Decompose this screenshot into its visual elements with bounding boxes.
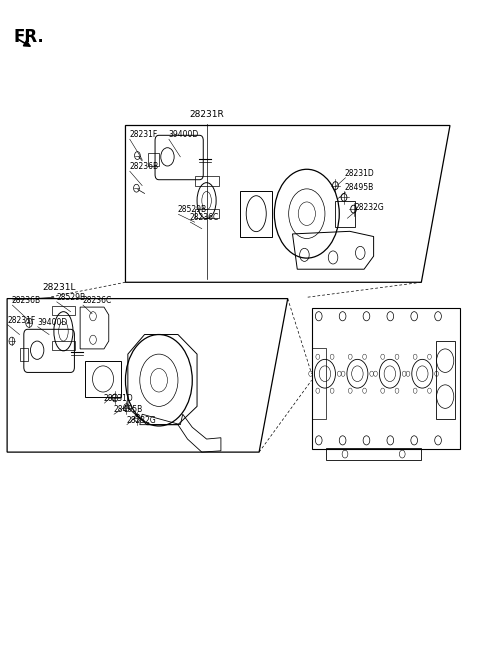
Bar — [85, 361, 120, 397]
Bar — [436, 341, 455, 419]
Text: 28236B: 28236B — [129, 162, 158, 171]
Bar — [240, 191, 273, 237]
Bar — [312, 348, 326, 419]
Text: 28231R: 28231R — [189, 110, 224, 119]
Text: 28529B: 28529B — [178, 205, 207, 215]
Text: 28495B: 28495B — [345, 183, 374, 192]
Text: 28231D: 28231D — [345, 169, 375, 178]
Text: 28495B: 28495B — [114, 405, 143, 414]
Text: 39400D: 39400D — [37, 318, 67, 327]
Text: 39400D: 39400D — [168, 131, 199, 139]
Text: 28236B: 28236B — [12, 296, 41, 305]
Text: 28231L: 28231L — [42, 283, 75, 292]
Text: 28232G: 28232G — [355, 203, 384, 212]
Bar — [326, 448, 421, 460]
Bar — [148, 153, 159, 166]
Text: 28231F: 28231F — [129, 131, 157, 139]
Text: FR.: FR. — [13, 28, 44, 45]
Text: 28232G: 28232G — [126, 416, 156, 424]
Bar — [52, 341, 75, 350]
Bar — [195, 176, 218, 186]
Bar — [336, 201, 355, 227]
Text: 28231F: 28231F — [7, 316, 36, 325]
Bar — [52, 306, 75, 315]
Bar — [20, 348, 28, 361]
Text: 28231D: 28231D — [104, 394, 134, 403]
Text: 28529B: 28529B — [56, 293, 85, 302]
Text: 28236C: 28236C — [190, 213, 219, 222]
Bar — [195, 209, 218, 218]
Text: 28236C: 28236C — [83, 296, 112, 305]
